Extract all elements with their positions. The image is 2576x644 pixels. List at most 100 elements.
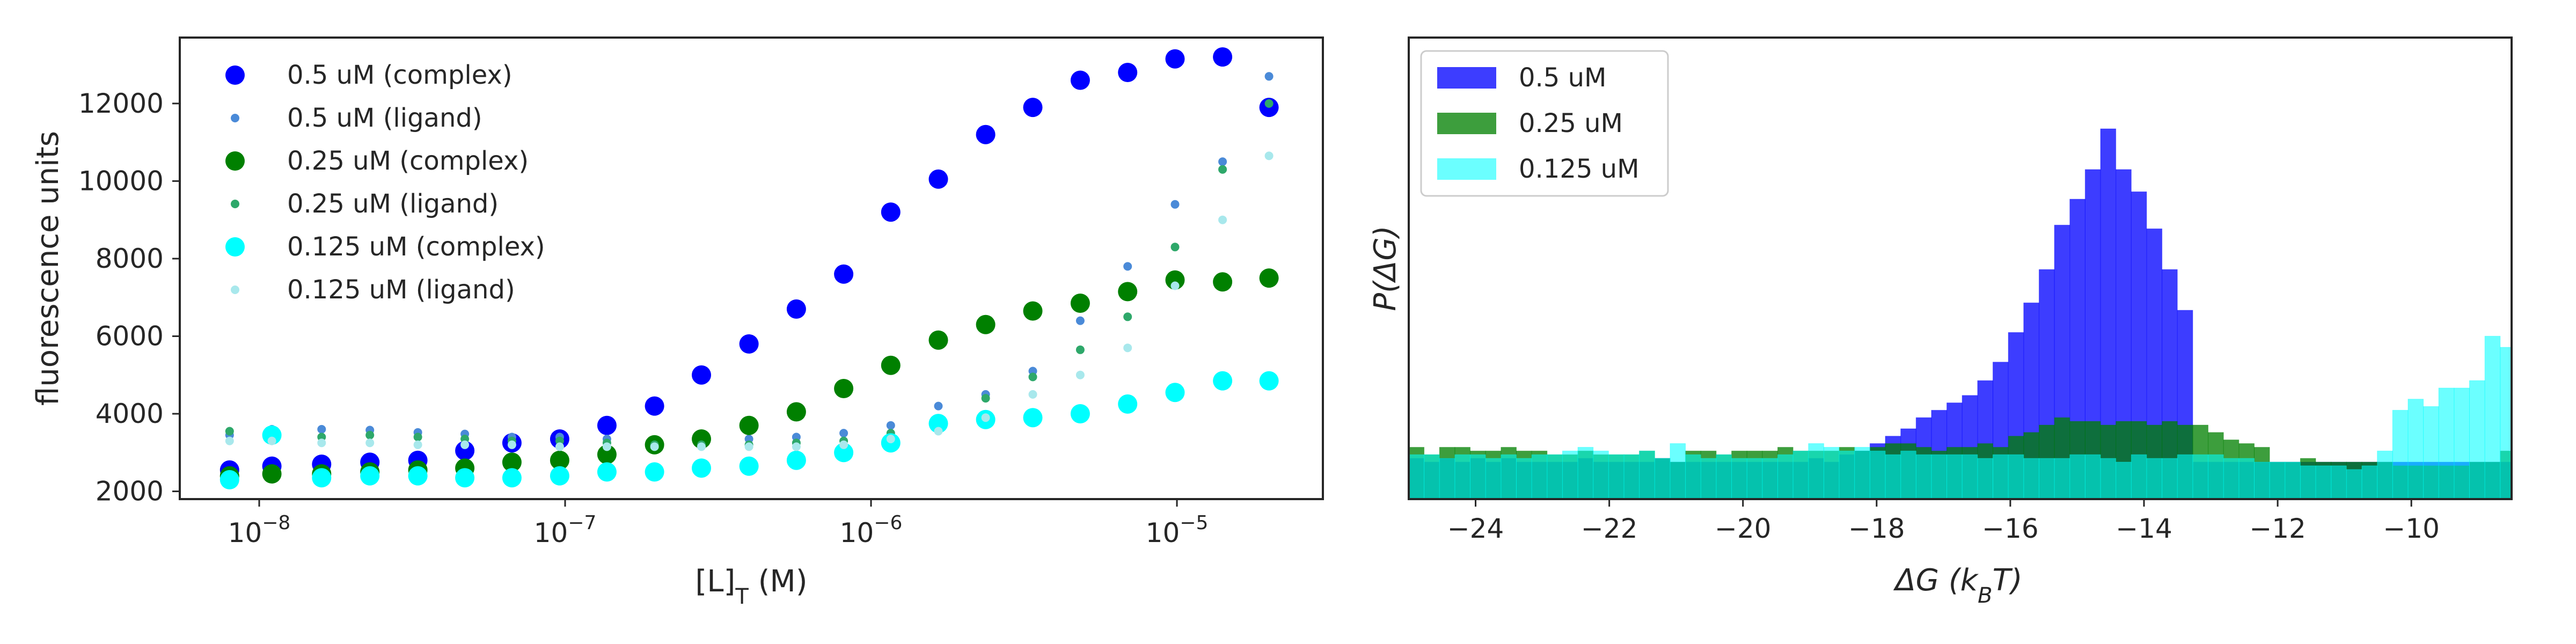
scatter-x-tick-label: 10−7 bbox=[534, 512, 597, 548]
scatter-point-s5-3 bbox=[365, 438, 375, 448]
scatter-point-s2-21 bbox=[1213, 272, 1233, 292]
histogram-bar-s2-11 bbox=[1577, 447, 1594, 500]
scatter-point-s2-14 bbox=[881, 355, 901, 375]
scatter-point-s5-20 bbox=[1170, 281, 1180, 290]
scatter-point-s4-19 bbox=[1118, 394, 1138, 414]
histogram-bar-s2-47 bbox=[2131, 454, 2147, 500]
scatter-point-s0-10 bbox=[692, 365, 711, 385]
scatter-point-s2-8 bbox=[597, 444, 617, 464]
scatter-point-s2-1 bbox=[262, 464, 282, 484]
scatter-point-s4-12 bbox=[786, 450, 806, 470]
scatter-point-s0-14 bbox=[881, 202, 901, 222]
scatter-y-tick-label: 12000 bbox=[78, 88, 164, 119]
scatter-point-s5-0 bbox=[225, 436, 234, 445]
histogram-x-label-main: ΔG (k bbox=[1893, 563, 1979, 598]
scatter-point-s0-15 bbox=[928, 169, 948, 189]
histogram-bar-s2-7 bbox=[1516, 458, 1532, 500]
scatter-x-label-sub: T bbox=[735, 584, 749, 609]
scatter-point-s3-0 bbox=[225, 427, 234, 436]
histogram-bar-s2-48 bbox=[2146, 458, 2163, 500]
scatter-point-s1-18 bbox=[1075, 316, 1085, 325]
scatter-point-s5-1 bbox=[267, 436, 276, 445]
scatter-point-s0-19 bbox=[1118, 63, 1138, 82]
scatter-point-s2-10 bbox=[692, 429, 711, 449]
histogram-bar-s2-43 bbox=[2069, 454, 2085, 500]
scatter-point-s0-20 bbox=[1165, 49, 1185, 69]
scatter-point-s3-4 bbox=[413, 433, 422, 442]
histogram-bar-s2-54 bbox=[2238, 458, 2255, 500]
histogram-bar-s2-33 bbox=[1915, 454, 1932, 500]
scatter-point-s3-17 bbox=[1028, 372, 1037, 382]
scatter-point-s4-20 bbox=[1165, 383, 1185, 402]
scatter-legend-label: 0.25 uM (complex) bbox=[287, 146, 529, 176]
histogram-x-tick-label: −12 bbox=[2249, 513, 2306, 544]
scatter-point-s0-16 bbox=[976, 125, 996, 144]
histogram-bar-s2-38 bbox=[1993, 454, 2009, 500]
histogram-bar-s2-22 bbox=[1746, 458, 1763, 500]
histogram-bar-s2-56 bbox=[2269, 462, 2286, 500]
histogram-bar-s2-10 bbox=[1562, 450, 1578, 500]
scatter-x-tick-exp: −6 bbox=[874, 512, 902, 534]
scatter-point-s0-11 bbox=[739, 334, 759, 354]
histogram-x-tick-label: −18 bbox=[1848, 513, 1905, 544]
scatter-point-s2-18 bbox=[1070, 294, 1090, 313]
histogram-bar-s2-62 bbox=[2361, 465, 2378, 500]
histogram-bar-s2-49 bbox=[2162, 458, 2178, 500]
histogram-x-tick-label: −20 bbox=[1715, 513, 1772, 544]
histogram-bar-s2-46 bbox=[2116, 462, 2132, 500]
histogram-bar-s2-59 bbox=[2315, 465, 2332, 500]
scatter-axes-frame bbox=[179, 36, 1324, 500]
scatter-legend-marker bbox=[225, 237, 245, 257]
scatter-point-s5-17 bbox=[1028, 390, 1037, 399]
histogram-bar-s2-19 bbox=[1700, 458, 1717, 500]
histogram-bar-s2-68 bbox=[2454, 387, 2470, 500]
histogram-bar-s2-2 bbox=[1439, 458, 1455, 500]
histogram-x-axis-label: ΔG (kBT) bbox=[1893, 563, 2022, 608]
scatter-y-axis-label: fluorescence units bbox=[31, 131, 65, 406]
histogram-bar-s2-66 bbox=[2423, 406, 2439, 500]
histogram-y-axis-label: P(ΔG) bbox=[1368, 225, 1403, 311]
scatter-point-s4-10 bbox=[692, 458, 711, 478]
scatter-point-s5-9 bbox=[650, 442, 659, 451]
scatter-point-s5-18 bbox=[1075, 370, 1085, 379]
scatter-point-s4-7 bbox=[550, 466, 569, 486]
histogram-bar-s2-12 bbox=[1593, 450, 1609, 500]
scatter-point-s4-1 bbox=[262, 425, 282, 445]
histogram-bar-s2-26 bbox=[1808, 443, 1824, 500]
histogram-bar-s2-3 bbox=[1454, 454, 1470, 500]
scatter-x-tick-label: 10−8 bbox=[228, 512, 291, 548]
scatter-point-s2-7 bbox=[550, 450, 569, 470]
scatter-y-tick-label: 2000 bbox=[96, 476, 164, 507]
scatter-point-s2-13 bbox=[834, 379, 854, 398]
histogram-panel: −24 −22 −20 −18 −16 −14 −12 −10 P(ΔG) ΔG (kBT) … bbox=[1368, 36, 2513, 608]
scatter-point-s5-10 bbox=[697, 442, 706, 451]
histogram-bar-s2-63 bbox=[2377, 450, 2393, 500]
scatter-point-s1-22 bbox=[1264, 72, 1274, 81]
scatter-point-s3-20 bbox=[1170, 243, 1180, 252]
scatter-point-s5-11 bbox=[744, 442, 753, 451]
scatter-point-s0-12 bbox=[786, 299, 806, 319]
scatter-point-s5-13 bbox=[839, 440, 848, 449]
scatter-legend-label: 0.25 uM (ligand) bbox=[287, 189, 499, 219]
scatter-legend-label: 0.5 uM (complex) bbox=[287, 60, 513, 90]
scatter-point-s4-15 bbox=[928, 414, 948, 434]
histogram-bar-s2-35 bbox=[1946, 454, 1963, 500]
scatter-x-axis-label: [L]T (M) bbox=[695, 564, 807, 609]
scatter-point-s4-13 bbox=[834, 443, 854, 463]
histogram-x-label-sub: B bbox=[1978, 583, 1992, 608]
scatter-point-s5-2 bbox=[317, 438, 326, 448]
scatter-legend-marker bbox=[231, 286, 239, 294]
histogram-bar-s2-17 bbox=[1670, 443, 1686, 500]
scatter-panel: 10−8 10−7 10−6 10−5 20004000600080001000012… bbox=[31, 36, 1324, 609]
scatter-point-s4-6 bbox=[502, 468, 522, 488]
histogram-bar-s2-28 bbox=[1839, 450, 1855, 500]
scatter-point-s5-19 bbox=[1123, 343, 1132, 353]
scatter-x-label-main: [L] bbox=[695, 564, 735, 599]
histogram-x-tick-label: −22 bbox=[1581, 513, 1638, 544]
scatter-point-s3-19 bbox=[1123, 312, 1132, 321]
histogram-bar-s2-4 bbox=[1470, 454, 1486, 500]
scatter-point-s2-11 bbox=[739, 415, 759, 435]
scatter-point-s4-17 bbox=[1023, 408, 1043, 428]
histogram-bar-s2-67 bbox=[2438, 387, 2455, 500]
